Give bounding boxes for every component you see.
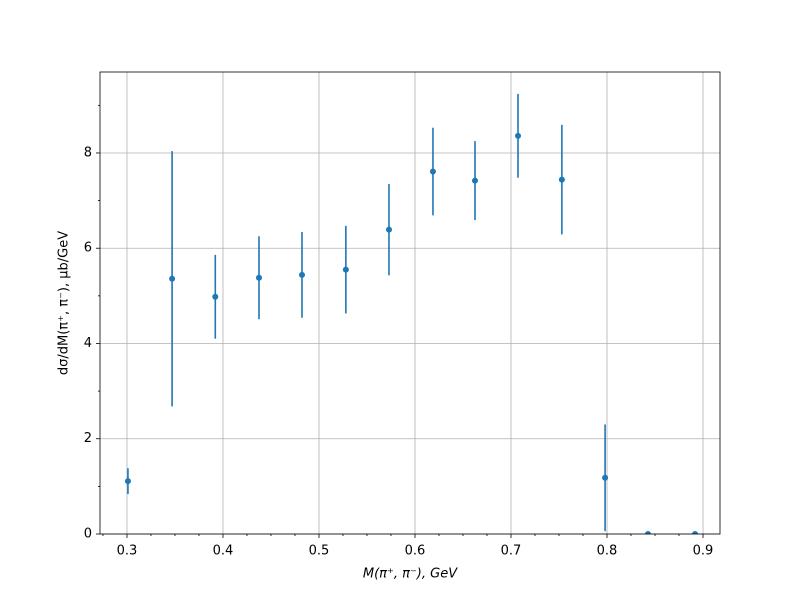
data-point <box>602 474 609 481</box>
y-tick-label: 0 <box>84 527 92 542</box>
x-tick-label: 0.3 <box>117 544 138 559</box>
data-point <box>429 168 436 175</box>
x-tick-label: 0.8 <box>597 544 618 559</box>
x-axis-label: M(π⁺, π⁻), GeV <box>363 567 458 582</box>
x-tick-label: 0.9 <box>693 544 714 559</box>
data-point <box>692 531 699 534</box>
x-tick-label: 0.5 <box>309 544 330 559</box>
data-point <box>298 271 305 278</box>
data-point <box>644 531 651 534</box>
data-point <box>212 293 219 300</box>
x-tick-label: 0.7 <box>501 544 522 559</box>
y-tick-label: 2 <box>84 431 92 446</box>
data-point <box>515 132 522 139</box>
y-axis-label: dσ/dM(π⁺, π⁻), μb/GeV <box>57 231 72 375</box>
data-point <box>558 176 565 183</box>
data-point <box>124 478 131 485</box>
data-point <box>385 226 392 233</box>
data-point <box>342 266 349 273</box>
plot-frame <box>99 71 721 535</box>
x-tick-label: 0.6 <box>405 544 426 559</box>
data-point <box>255 274 262 281</box>
data-point <box>471 177 478 184</box>
y-tick-label: 4 <box>84 336 92 351</box>
y-tick-label: 8 <box>84 145 92 160</box>
y-tick-label: 6 <box>84 241 92 256</box>
x-tick-label: 0.4 <box>213 544 234 559</box>
data-point <box>169 275 176 282</box>
